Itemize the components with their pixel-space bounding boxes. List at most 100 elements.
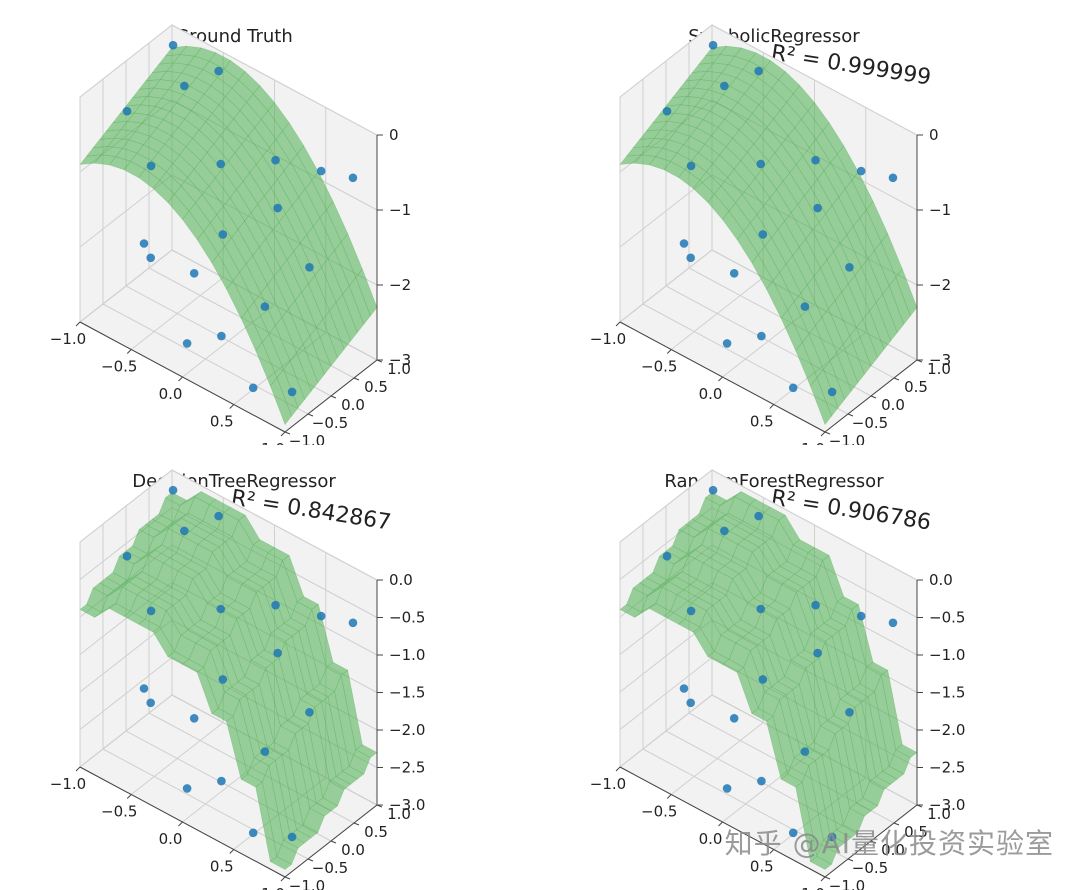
watermark: 知乎 @AI量化投资实验室 <box>724 827 1054 860</box>
z-tick-label: −1.0 <box>929 646 965 664</box>
data-point <box>146 253 155 263</box>
data-point <box>662 106 672 116</box>
axis-line <box>893 377 900 381</box>
data-point <box>756 159 766 169</box>
x-tick-label: 1.0 <box>801 440 825 445</box>
axis-line <box>126 349 132 354</box>
data-point <box>679 239 689 248</box>
data-point <box>856 166 866 176</box>
data-point <box>686 161 696 171</box>
axis-line <box>847 858 854 862</box>
z-tick-label: −2.5 <box>389 759 425 777</box>
data-point <box>287 387 297 397</box>
z-tick-label: −1.0 <box>389 646 425 664</box>
y-tick-label: −0.5 <box>312 859 348 877</box>
axis-line <box>126 794 132 799</box>
grid-line <box>619 694 713 768</box>
axis-line <box>718 376 723 382</box>
x-tick-label: 0.0 <box>699 385 723 403</box>
data-point <box>757 331 766 341</box>
x-tick-label: 0.5 <box>210 413 234 431</box>
data-point <box>248 383 258 393</box>
data-point <box>348 173 358 183</box>
axis-line <box>353 377 360 381</box>
data-point <box>168 40 178 50</box>
x-tick-label: −1.0 <box>50 775 86 793</box>
y-tick-label: 0.0 <box>881 396 905 414</box>
axis-line <box>307 858 314 862</box>
y-tick-label: 0.0 <box>341 396 365 414</box>
data-point <box>260 747 270 756</box>
z-tick-label: −1 <box>389 201 411 219</box>
y-tick-label: 1.0 <box>387 360 411 378</box>
axis-line <box>870 395 877 399</box>
axis-line <box>75 766 81 772</box>
data-point <box>189 714 199 723</box>
y-tick-label: 0.0 <box>881 841 905 859</box>
z-tick-label: −2.0 <box>389 721 425 739</box>
x-tick-label: 1.0 <box>261 440 285 445</box>
data-point <box>708 40 718 50</box>
grid-line <box>79 694 173 768</box>
data-point <box>146 161 156 171</box>
grid-line <box>619 249 713 323</box>
z-tick-label: −0.5 <box>389 609 425 627</box>
data-point <box>813 648 822 658</box>
x-tick-label: 1.0 <box>801 885 825 890</box>
z-tick-label: 0.0 <box>929 571 953 589</box>
y-tick-label: −1.0 <box>829 877 865 890</box>
data-point <box>845 263 854 272</box>
grid-line <box>711 469 918 581</box>
grid-line <box>171 469 378 581</box>
z-tick-label: −0.5 <box>929 609 965 627</box>
data-point <box>686 606 696 616</box>
y-tick-label: 0.0 <box>341 841 365 859</box>
axis-line <box>615 321 621 327</box>
data-point <box>686 253 695 263</box>
data-point <box>271 155 280 165</box>
y-tick-label: 0.5 <box>364 823 388 841</box>
x-tick-label: 0.0 <box>699 830 723 848</box>
z-tick-label: −2.0 <box>929 721 965 739</box>
surface <box>619 491 918 870</box>
grid-line <box>619 469 713 543</box>
data-point <box>316 166 326 176</box>
data-point <box>216 604 226 614</box>
x-tick-label: −1.0 <box>50 330 86 348</box>
axis-line <box>178 376 183 382</box>
data-point <box>856 611 866 621</box>
axis-line <box>284 876 291 880</box>
data-point <box>827 832 837 842</box>
y-tick-label: 1.0 <box>927 805 951 823</box>
data-point <box>708 485 718 495</box>
data-point <box>722 339 732 348</box>
surface <box>619 45 918 426</box>
axis-line <box>824 876 831 880</box>
y-tick-label: 1.0 <box>387 805 411 823</box>
axis-line <box>847 413 854 417</box>
data-point <box>216 159 226 169</box>
data-point <box>182 339 192 348</box>
axis-line <box>769 404 775 409</box>
z-tick-label: −1 <box>929 201 951 219</box>
x-tick-label: −0.5 <box>101 358 137 376</box>
surface <box>79 491 378 870</box>
data-point <box>800 747 810 756</box>
data-point <box>146 698 155 708</box>
data-point <box>758 675 768 684</box>
y-tick-label: 0.5 <box>904 378 928 396</box>
data-point <box>729 714 739 723</box>
data-point <box>758 230 768 239</box>
data-point <box>788 828 798 838</box>
data-point <box>811 600 820 610</box>
x-tick-label: −1.0 <box>590 775 626 793</box>
data-point <box>720 81 729 91</box>
axis-line <box>330 840 337 844</box>
grid-line <box>711 24 918 136</box>
data-point <box>800 302 810 311</box>
data-point <box>214 66 223 76</box>
axis-line <box>229 849 235 854</box>
chart-ground-truth: Ground Truth−1.0−0.50.00.51.0−1.0−0.50.0… <box>50 23 411 445</box>
